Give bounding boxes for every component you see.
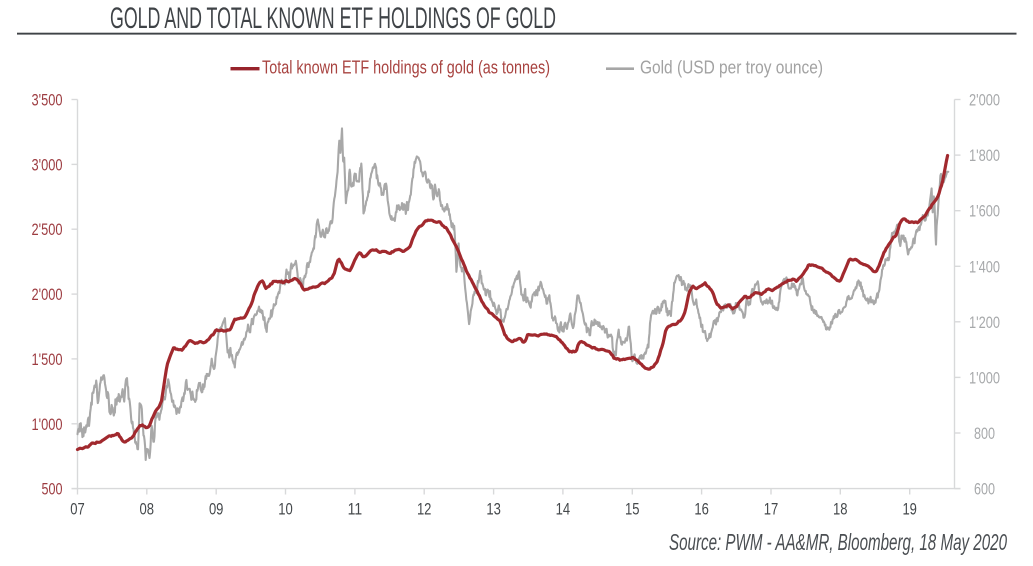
svg-text:1'000: 1'000 xyxy=(32,415,63,434)
svg-text:600: 600 xyxy=(974,480,995,499)
svg-text:13: 13 xyxy=(486,500,501,519)
svg-text:1'800: 1'800 xyxy=(969,146,1000,165)
svg-text:GOLD AND TOTAL KNOWN ETF HOLDI: GOLD AND TOTAL KNOWN ETF HOLDINGS OF GOL… xyxy=(110,2,556,35)
svg-text:11: 11 xyxy=(348,500,363,519)
svg-text:3'500: 3'500 xyxy=(32,91,63,110)
svg-text:2'000: 2'000 xyxy=(32,285,63,304)
svg-text:14: 14 xyxy=(556,500,571,519)
svg-text:1'500: 1'500 xyxy=(32,350,63,369)
svg-text:10: 10 xyxy=(278,500,293,519)
svg-text:1'200: 1'200 xyxy=(969,313,1000,332)
svg-text:2'000: 2'000 xyxy=(969,91,1000,110)
svg-text:800: 800 xyxy=(974,424,995,443)
svg-text:09: 09 xyxy=(209,500,224,519)
svg-text:Source: PWM - AA&MR, Bloomberg: Source: PWM - AA&MR, Bloomberg, 18 May 2… xyxy=(669,529,1007,555)
svg-text:18: 18 xyxy=(833,500,848,519)
svg-text:2'500: 2'500 xyxy=(32,220,63,239)
svg-text:17: 17 xyxy=(764,500,779,519)
svg-text:08: 08 xyxy=(140,500,155,519)
svg-text:19: 19 xyxy=(902,500,917,519)
svg-text:07: 07 xyxy=(70,500,85,519)
svg-text:12: 12 xyxy=(417,500,432,519)
svg-text:Total known ETF holdings of go: Total known ETF holdings of gold (as ton… xyxy=(262,58,550,78)
svg-text:500: 500 xyxy=(42,480,63,499)
svg-text:Gold (USD per troy ounce): Gold (USD per troy ounce) xyxy=(640,58,823,78)
svg-text:15: 15 xyxy=(625,500,640,519)
svg-text:1'000: 1'000 xyxy=(969,368,1000,387)
svg-text:1'600: 1'600 xyxy=(969,202,1000,221)
svg-text:3'000: 3'000 xyxy=(32,155,63,174)
svg-text:16: 16 xyxy=(694,500,709,519)
svg-text:1'400: 1'400 xyxy=(969,257,1000,276)
